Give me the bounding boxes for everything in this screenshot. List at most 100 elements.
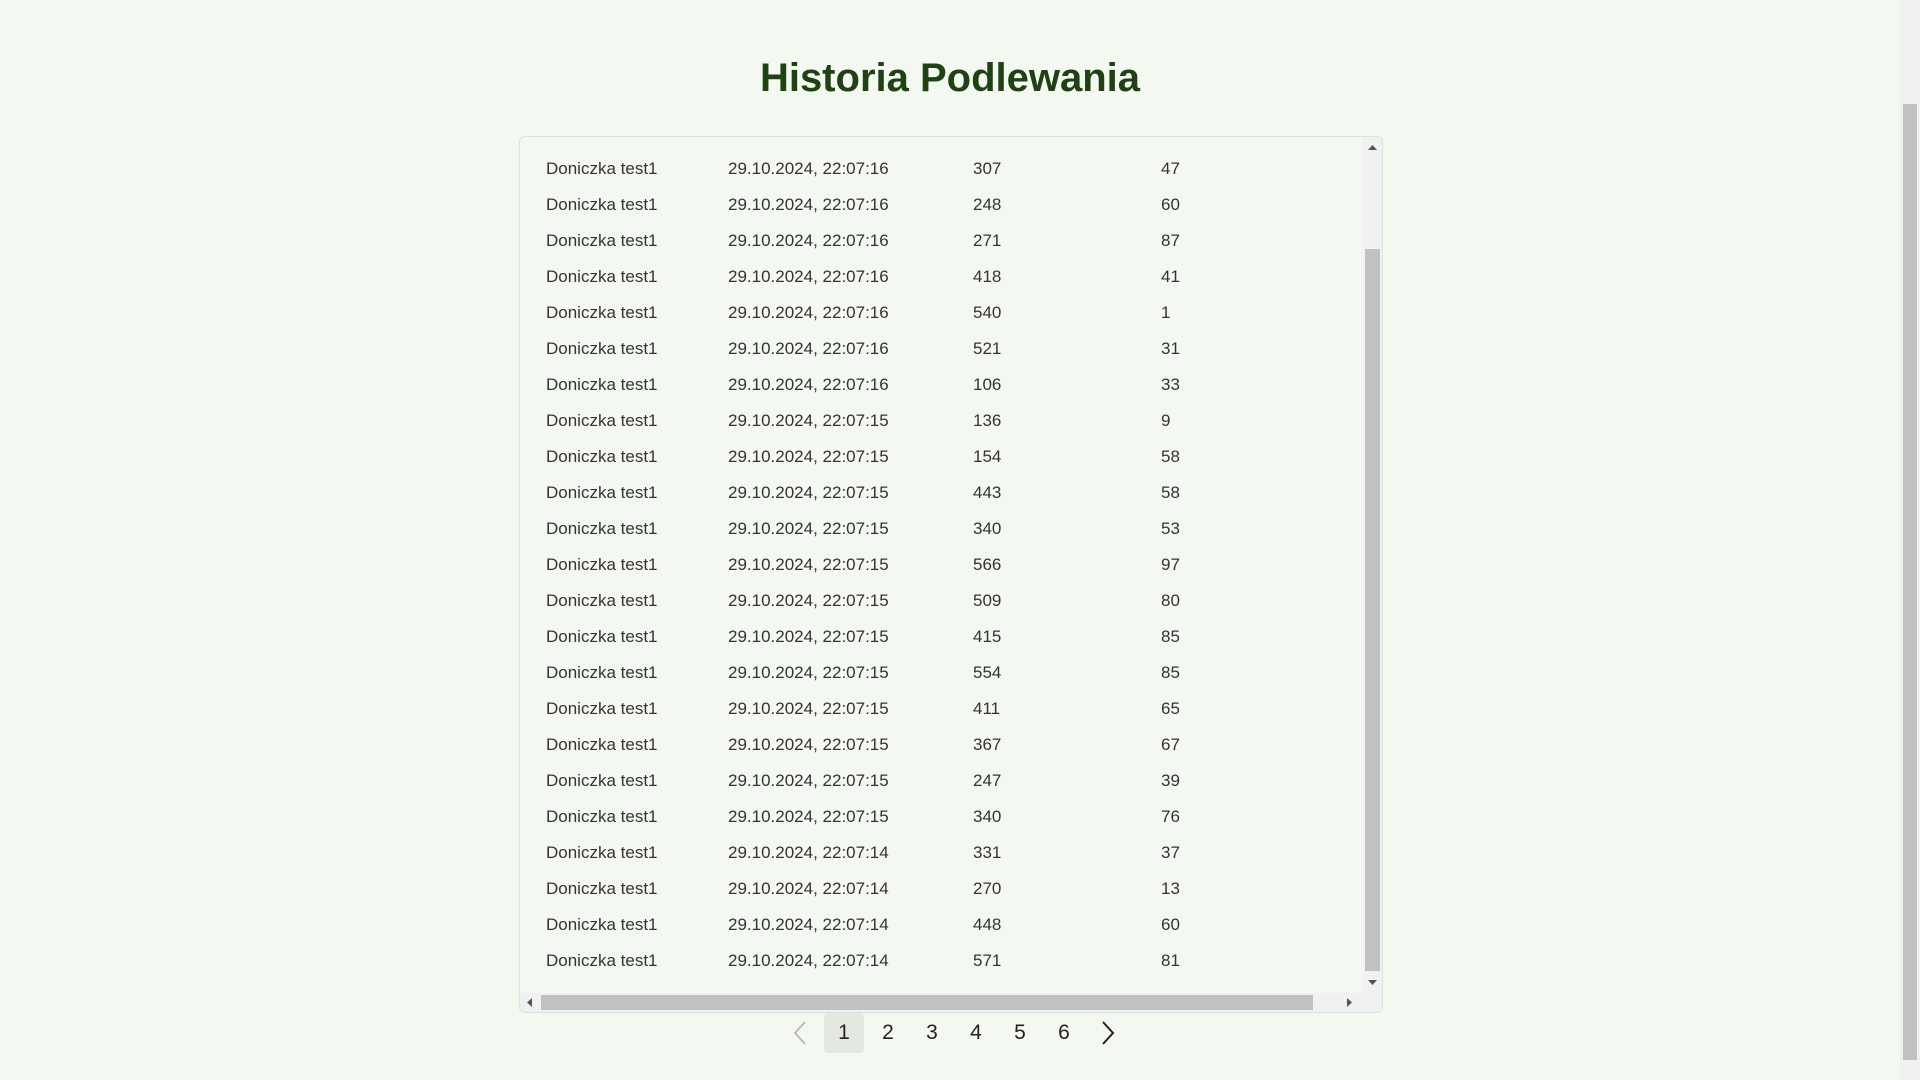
table-row: Doniczka test1 29.10.2024, 22:07:15 340 76 <box>520 799 1360 835</box>
scroll-thumb[interactable] <box>1903 104 1917 1060</box>
moisture: 41 <box>1161 267 1180 286</box>
moisture: 85 <box>1161 663 1180 682</box>
pot-name: Doniczka test1 <box>546 267 658 286</box>
water-amount: 307 <box>973 159 1002 178</box>
moisture: 33 <box>1161 375 1180 394</box>
pot-name: Doniczka test1 <box>546 807 658 826</box>
water-amount: 154 <box>973 447 1002 466</box>
watered-at: 29.10.2024, 22:07:15 <box>728 591 889 610</box>
table-row: Doniczka test1 29.10.2024, 22:07:16 307 47 <box>520 151 1360 187</box>
table-row: Doniczka test1 29.10.2024, 22:07:16 248 60 <box>520 187 1360 223</box>
moisture: 76 <box>1161 807 1180 826</box>
pot-name: Doniczka test1 <box>546 375 658 394</box>
pot-name: Doniczka test1 <box>546 591 658 610</box>
moisture: 37 <box>1161 843 1180 862</box>
water-amount: 415 <box>973 627 1002 646</box>
watered-at: 29.10.2024, 22:07:15 <box>728 663 889 682</box>
watered-at: 29.10.2024, 22:07:15 <box>728 699 889 718</box>
water-amount: 411 <box>973 699 1001 718</box>
table-row: Doniczka test1 29.10.2024, 22:07:14 270 13 <box>520 871 1360 907</box>
moisture: 87 <box>1161 231 1180 250</box>
pot-name: Doniczka test1 <box>546 663 658 682</box>
page-button[interactable]: 5 <box>1014 1021 1026 1044</box>
moisture: 9 <box>1161 411 1171 430</box>
watered-at: 29.10.2024, 22:07:15 <box>728 627 889 646</box>
page-button[interactable]: 3 <box>926 1021 938 1044</box>
pot-name: Doniczka test1 <box>546 339 658 358</box>
page-button[interactable]: 2 <box>882 1021 894 1044</box>
pot-name: Doniczka test1 <box>546 195 658 214</box>
pot-name: Doniczka test1 <box>546 519 658 538</box>
table-row: Doniczka test1 29.10.2024, 22:07:14 331 37 <box>520 835 1360 871</box>
table-row: Doniczka test1 29.10.2024, 22:07:15 443 58 <box>520 475 1360 511</box>
vertical-scrollbar[interactable] <box>1363 137 1382 993</box>
table-row: Doniczka test1 29.10.2024, 22:07:15 509 80 <box>520 583 1360 619</box>
page-scrollbar[interactable] <box>1900 0 1920 1080</box>
table-row: Doniczka test1 29.10.2024, 22:07:16 540 1 <box>520 295 1360 331</box>
watered-at: 29.10.2024, 22:07:14 <box>728 915 889 934</box>
water-amount: 270 <box>973 879 1002 898</box>
page-button[interactable]: 1 <box>824 1013 864 1053</box>
moisture: 81 <box>1161 951 1180 970</box>
watered-at: 29.10.2024, 22:07:16 <box>728 195 889 214</box>
watered-at: 29.10.2024, 22:07:15 <box>728 555 889 574</box>
watered-at: 29.10.2024, 22:07:16 <box>728 375 889 394</box>
watered-at: 29.10.2024, 22:07:16 <box>728 339 889 358</box>
pot-name: Doniczka test1 <box>546 915 658 934</box>
moisture: 39 <box>1161 771 1180 790</box>
watered-at: 29.10.2024, 22:07:15 <box>728 411 889 430</box>
moisture: 58 <box>1161 483 1180 502</box>
page-title: Historia Podlewania <box>759 56 1141 100</box>
water-amount: 540 <box>973 303 1002 322</box>
scroll-thumb[interactable] <box>541 995 1313 1010</box>
pot-name: Doniczka test1 <box>546 951 658 970</box>
water-amount: 248 <box>973 195 1002 214</box>
watered-at: 29.10.2024, 22:07:16 <box>728 159 889 178</box>
watered-at: 29.10.2024, 22:07:16 <box>728 303 889 322</box>
pot-name: Doniczka test1 <box>546 735 658 754</box>
next-page[interactable] <box>1088 1013 1128 1053</box>
page-button[interactable]: 6 <box>1058 1021 1070 1044</box>
moisture: 60 <box>1161 195 1180 214</box>
table-row: Doniczka test1 29.10.2024, 22:07:15 554 85 <box>520 655 1360 691</box>
moisture: 67 <box>1161 735 1180 754</box>
table-row: Doniczka test1 29.10.2024, 22:07:15 154 58 <box>520 439 1360 475</box>
watered-at: 29.10.2024, 22:07:15 <box>728 447 889 466</box>
watered-at: 29.10.2024, 22:07:14 <box>728 843 889 862</box>
moisture: 13 <box>1161 879 1180 898</box>
pot-name: Doniczka test1 <box>546 483 658 502</box>
watered-at: 29.10.2024, 22:07:15 <box>728 807 889 826</box>
watered-at: 29.10.2024, 22:07:14 <box>728 879 889 898</box>
table-row: Doniczka test1 29.10.2024, 22:07:15 136 9 <box>520 403 1360 439</box>
pot-name: Doniczka test1 <box>546 555 658 574</box>
page-button[interactable]: 4 <box>970 1021 982 1044</box>
table-row: Doniczka test1 29.10.2024, 22:07:15 411 65 <box>520 691 1360 727</box>
pot-name: Doniczka test1 <box>546 771 658 790</box>
water-amount: 247 <box>973 771 1002 790</box>
watered-at: 29.10.2024, 22:07:15 <box>728 519 889 538</box>
table-row: Doniczka test1 29.10.2024, 22:07:14 448 60 <box>520 907 1360 943</box>
water-amount: 340 <box>973 519 1002 538</box>
prev-page[interactable] <box>780 1013 820 1053</box>
moisture: 58 <box>1161 447 1180 466</box>
pot-name: Doniczka test1 <box>546 411 658 430</box>
pot-name: Doniczka test1 <box>546 231 658 250</box>
scroll-thumb[interactable] <box>1365 249 1380 971</box>
water-amount: 340 <box>973 807 1002 826</box>
water-amount: 571 <box>973 951 1002 970</box>
water-amount: 566 <box>973 555 1002 574</box>
watered-at: 29.10.2024, 22:07:14 <box>728 951 889 970</box>
water-amount: 367 <box>973 735 1002 754</box>
horizontal-scrollbar[interactable] <box>520 993 1382 1012</box>
table-row: Doniczka test1 29.10.2024, 22:07:16 271 87 <box>520 223 1360 259</box>
moisture: 97 <box>1161 555 1180 574</box>
table-row: Doniczka test1 29.10.2024, 22:07:14 571 81 <box>520 943 1360 979</box>
moisture: 31 <box>1161 339 1180 358</box>
chevron-right <box>1102 1021 1115 1045</box>
watered-at: 29.10.2024, 22:07:16 <box>728 267 889 286</box>
water-amount: 521 <box>973 339 1002 358</box>
chevron-left <box>793 1021 806 1045</box>
water-amount: 331 <box>973 843 1002 862</box>
